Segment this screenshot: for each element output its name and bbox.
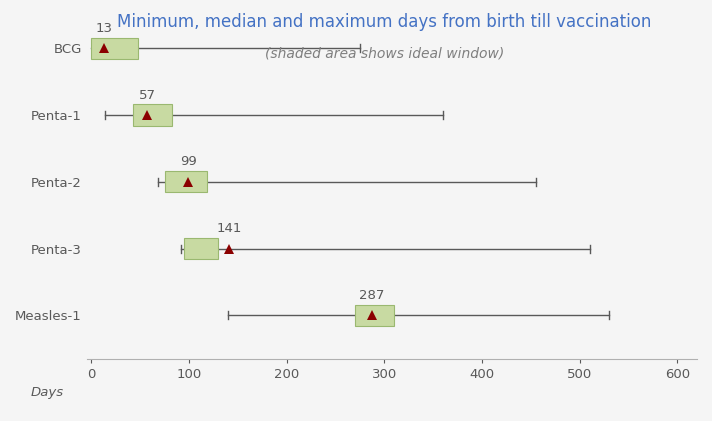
Text: 287: 287: [359, 289, 384, 302]
Bar: [184, 238, 219, 259]
X-axis label: Days: Days: [31, 386, 63, 399]
Bar: [355, 305, 394, 326]
Text: (shaded area shows ideal window): (shaded area shows ideal window): [265, 46, 504, 60]
Bar: [132, 104, 172, 126]
Text: 99: 99: [180, 155, 197, 168]
Text: Minimum, median and maximum days from birth till vaccination: Minimum, median and maximum days from bi…: [117, 13, 651, 31]
Text: 141: 141: [216, 222, 242, 235]
Text: 57: 57: [139, 89, 156, 102]
Text: 13: 13: [95, 22, 112, 35]
Bar: [92, 38, 138, 59]
Bar: [164, 171, 206, 192]
